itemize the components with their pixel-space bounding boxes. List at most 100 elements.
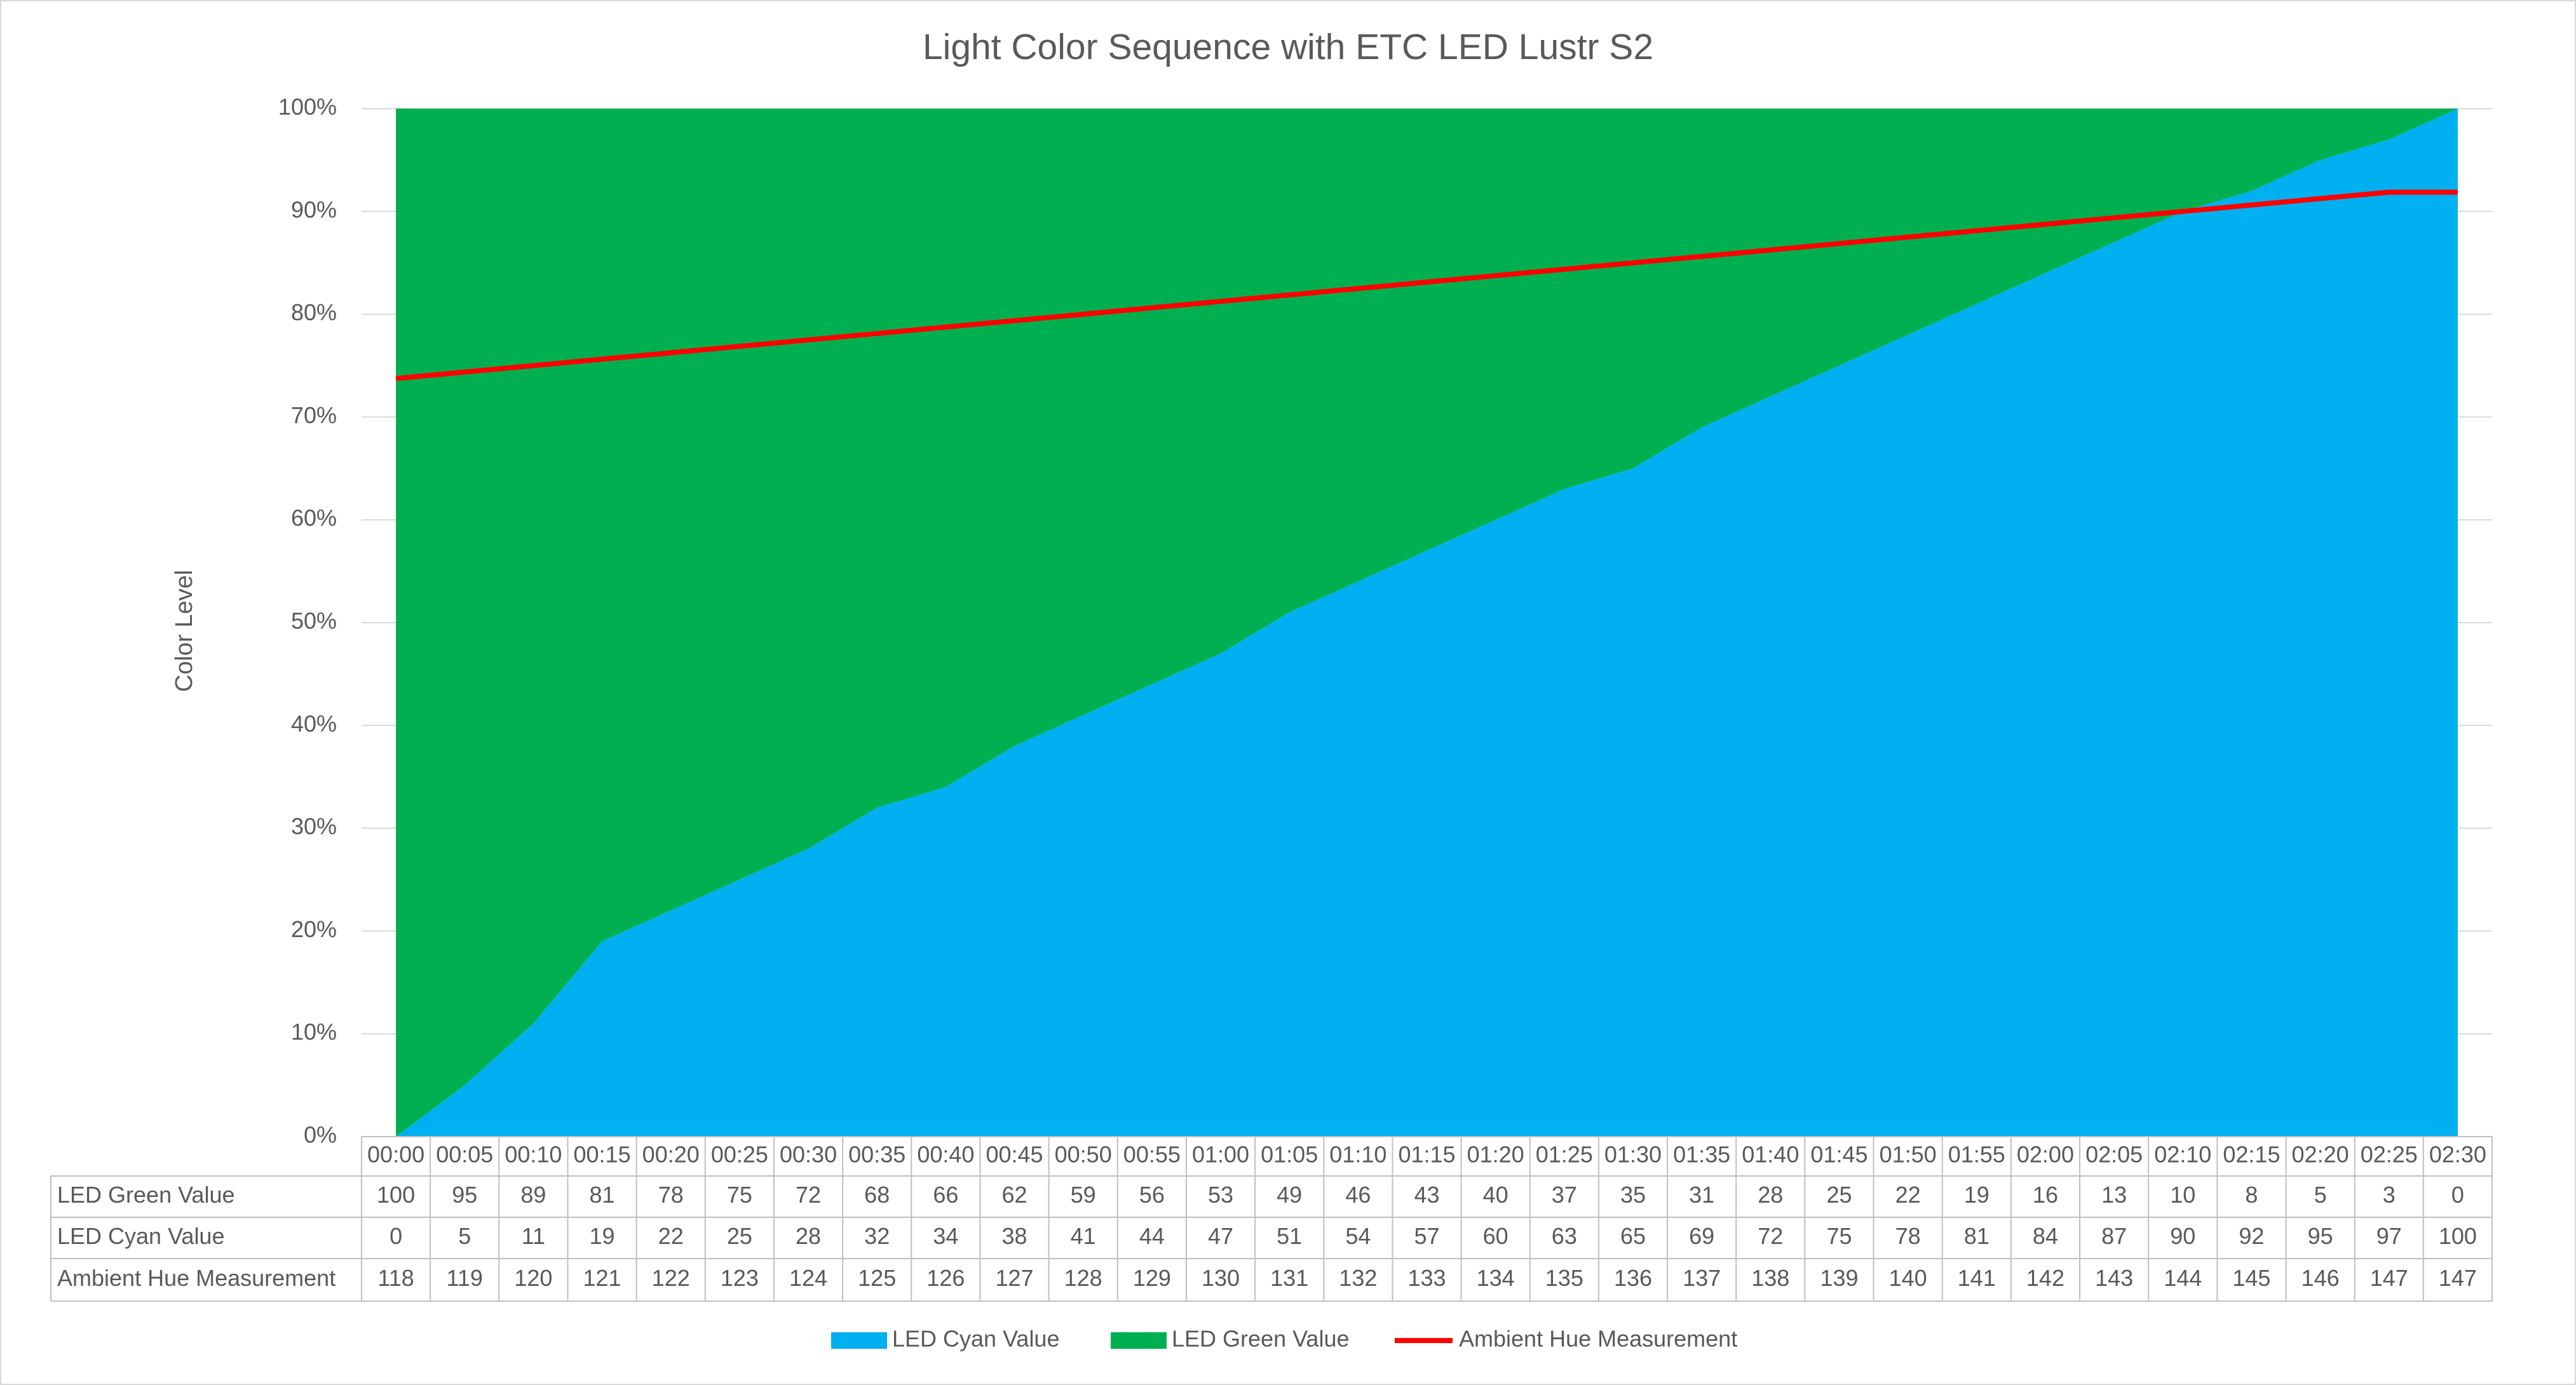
x-tick-label: 00:15 <box>574 1142 631 1168</box>
table-cell: 141 <box>1958 1265 1996 1291</box>
table-cell: 5 <box>2314 1182 2327 1208</box>
x-tick-label: 01:15 <box>1398 1142 1455 1168</box>
x-tick-label: 00:00 <box>367 1142 424 1168</box>
table-cell: 34 <box>933 1223 958 1249</box>
x-tick-label: 00:30 <box>780 1142 837 1168</box>
table-cell: 22 <box>658 1223 684 1249</box>
x-tick-label: 00:45 <box>986 1142 1043 1168</box>
chart-title: Light Color Sequence with ETC LED Lustr … <box>923 27 1653 67</box>
y-axis-title: Color Level <box>171 570 198 692</box>
table-cell: 144 <box>2164 1265 2202 1291</box>
legend-swatch <box>831 1332 887 1349</box>
table-cell: 147 <box>2439 1265 2477 1291</box>
table-cell: 147 <box>2370 1265 2408 1291</box>
table-cell: 53 <box>1208 1182 1233 1208</box>
line <box>395 189 2458 381</box>
table-cell: 57 <box>1414 1223 1439 1249</box>
table-cell: 142 <box>2026 1265 2064 1291</box>
x-tick-label: 01:50 <box>1880 1142 1937 1168</box>
area <box>396 109 2458 1137</box>
table-cell: 95 <box>2308 1223 2333 1249</box>
table-cell: 133 <box>1407 1265 1446 1291</box>
table-cell: 143 <box>2095 1265 2133 1291</box>
table-cell: 3 <box>2383 1182 2396 1208</box>
table-cell: 128 <box>1064 1265 1102 1291</box>
y-tick-label: 10% <box>291 1019 337 1045</box>
table-cell: 10 <box>2170 1182 2195 1208</box>
y-tick-label: 100% <box>278 94 337 120</box>
table-cell: 54 <box>1345 1223 1371 1249</box>
table-cell: 59 <box>1071 1182 1096 1208</box>
table-cell: 0 <box>390 1223 402 1249</box>
y-tick-label: 50% <box>291 608 337 634</box>
table-cell: 78 <box>658 1182 684 1208</box>
x-tick-label: 00:10 <box>505 1142 562 1168</box>
y-tick-label: 90% <box>291 196 337 222</box>
table-cell: 40 <box>1483 1182 1508 1208</box>
x-tick-label: 00:40 <box>917 1142 974 1168</box>
legend-label: LED Green Value <box>1172 1326 1350 1352</box>
y-tick-label: 20% <box>291 916 337 942</box>
table-cell: 126 <box>926 1265 965 1291</box>
table-cell: 140 <box>1889 1265 1927 1291</box>
table-cell: 72 <box>796 1182 821 1208</box>
table-row-label: LED Green Value <box>57 1182 235 1208</box>
table-cell: 123 <box>721 1265 759 1291</box>
y-tick-label: 70% <box>291 402 337 428</box>
table-cell: 75 <box>1826 1223 1852 1249</box>
table-cell: 121 <box>583 1265 621 1291</box>
table-cell: 69 <box>1689 1223 1714 1249</box>
table-cell: 132 <box>1339 1265 1377 1291</box>
x-tick-label: 01:25 <box>1536 1142 1593 1168</box>
x-tick-label: 00:25 <box>711 1142 768 1168</box>
x-tick-label: 01:55 <box>1948 1142 2005 1168</box>
table-cell: 78 <box>1895 1223 1921 1249</box>
x-tick-label: 01:30 <box>1604 1142 1662 1168</box>
table-cell: 37 <box>1552 1182 1577 1208</box>
table-cell: 136 <box>1614 1265 1652 1291</box>
table-cell: 51 <box>1277 1223 1302 1249</box>
table-cell: 49 <box>1277 1182 1302 1208</box>
table-cell: 92 <box>2239 1223 2264 1249</box>
legend-label: LED Cyan Value <box>892 1326 1059 1352</box>
x-tick-label: 02:15 <box>2223 1142 2280 1168</box>
table-cell: 124 <box>789 1265 827 1291</box>
legend-label: Ambient Hue Measurement <box>1459 1326 1737 1352</box>
x-tick-label: 01:35 <box>1673 1142 1730 1168</box>
table-cell: 138 <box>1751 1265 1789 1291</box>
table-cell: 47 <box>1208 1223 1233 1249</box>
table-cell: 139 <box>1820 1265 1858 1291</box>
table-cell: 68 <box>864 1182 890 1208</box>
table-cell: 127 <box>995 1265 1033 1291</box>
x-tick-label: 00:35 <box>848 1142 905 1168</box>
x-tick-label: 01:05 <box>1261 1142 1318 1168</box>
table-cell: 84 <box>2033 1223 2058 1249</box>
table-cell: 0 <box>2451 1182 2464 1208</box>
x-tick-label: 01:40 <box>1742 1142 1799 1168</box>
y-tick-label: 60% <box>291 505 337 531</box>
x-tick-label: 02:25 <box>2361 1142 2418 1168</box>
legend-swatch <box>1111 1332 1167 1349</box>
table-cell: 75 <box>727 1182 752 1208</box>
table-cell: 134 <box>1477 1265 1515 1291</box>
table-cell: 131 <box>1270 1265 1308 1291</box>
x-tick-label: 00:50 <box>1055 1142 1112 1168</box>
area <box>396 109 2458 1137</box>
table-cell: 25 <box>1826 1182 1852 1208</box>
table-cell: 119 <box>447 1265 483 1291</box>
table-cell: 90 <box>2170 1223 2195 1249</box>
table-cell: 35 <box>1620 1182 1646 1208</box>
table-cell: 41 <box>1071 1223 1096 1249</box>
x-tick-label: 02:30 <box>2429 1142 2486 1168</box>
table-cell: 118 <box>377 1265 414 1291</box>
table-cell: 25 <box>727 1223 752 1249</box>
x-tick-label: 02:00 <box>2017 1142 2074 1168</box>
table-cell: 16 <box>2033 1182 2058 1208</box>
table-cell: 100 <box>2439 1223 2477 1249</box>
table-cell: 62 <box>1002 1182 1027 1208</box>
table-cell: 66 <box>933 1182 958 1208</box>
x-tick-label: 00:05 <box>436 1142 493 1168</box>
table-cell: 28 <box>796 1223 821 1249</box>
x-tick-label: 01:10 <box>1329 1142 1386 1168</box>
